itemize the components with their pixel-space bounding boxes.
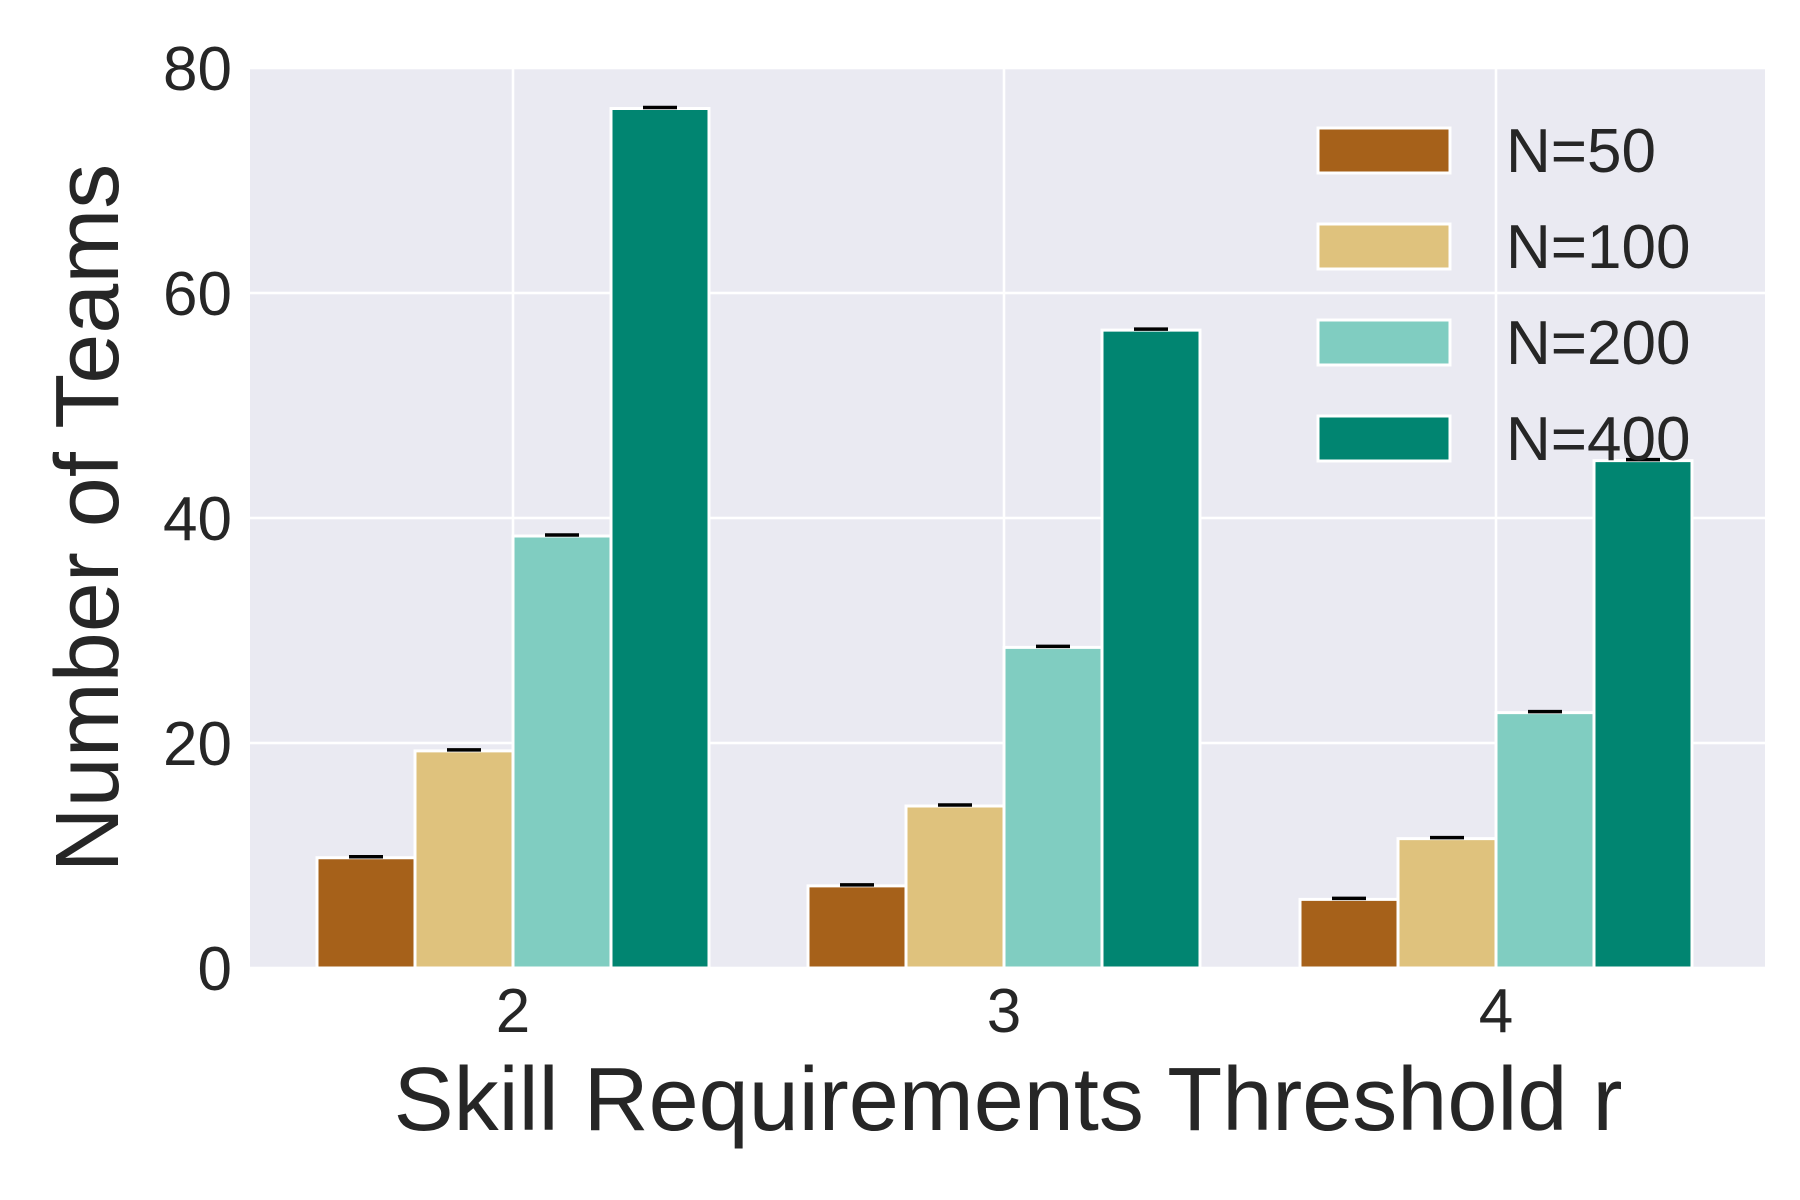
bar	[609, 107, 711, 970]
y-axis-title: Number of Teams	[38, 164, 138, 873]
bar	[413, 749, 515, 970]
y-tick-label: 60	[163, 260, 232, 329]
bar	[1100, 328, 1202, 970]
legend-swatch	[1316, 414, 1452, 463]
bars-group	[315, 105, 1694, 970]
bar	[511, 534, 613, 970]
bar	[1002, 645, 1104, 970]
y-tick-label: 20	[163, 710, 232, 779]
legend-swatch	[1316, 222, 1452, 271]
legend: N=50 N=100 N=200 N=400	[1316, 117, 1690, 474]
bar	[1396, 837, 1498, 970]
y-tick-label: 0	[198, 935, 232, 1004]
legend-label: N=100	[1506, 213, 1690, 282]
x-tick-label: 2	[496, 977, 530, 1046]
x-axis-title: Skill Requirements Threshold r	[394, 1050, 1623, 1150]
y-tick-labels: 0 20 40 60 80	[163, 35, 232, 1004]
bar	[1298, 897, 1400, 970]
x-tick-label: 4	[1479, 977, 1513, 1046]
legend-label: N=50	[1506, 117, 1656, 186]
x-tick-label: 3	[987, 977, 1021, 1046]
y-tick-label: 40	[163, 485, 232, 554]
y-tick-label: 80	[163, 35, 232, 104]
bar	[315, 856, 417, 970]
bar	[806, 884, 908, 970]
bar	[1592, 459, 1694, 970]
legend-label: N=200	[1506, 309, 1690, 378]
x-tick-labels: 2 3 4	[496, 977, 1513, 1046]
legend-label: N=400	[1506, 405, 1690, 474]
legend-swatch	[1316, 318, 1452, 367]
bar	[1494, 711, 1596, 970]
legend-swatch	[1316, 126, 1452, 175]
bar	[904, 804, 1006, 970]
